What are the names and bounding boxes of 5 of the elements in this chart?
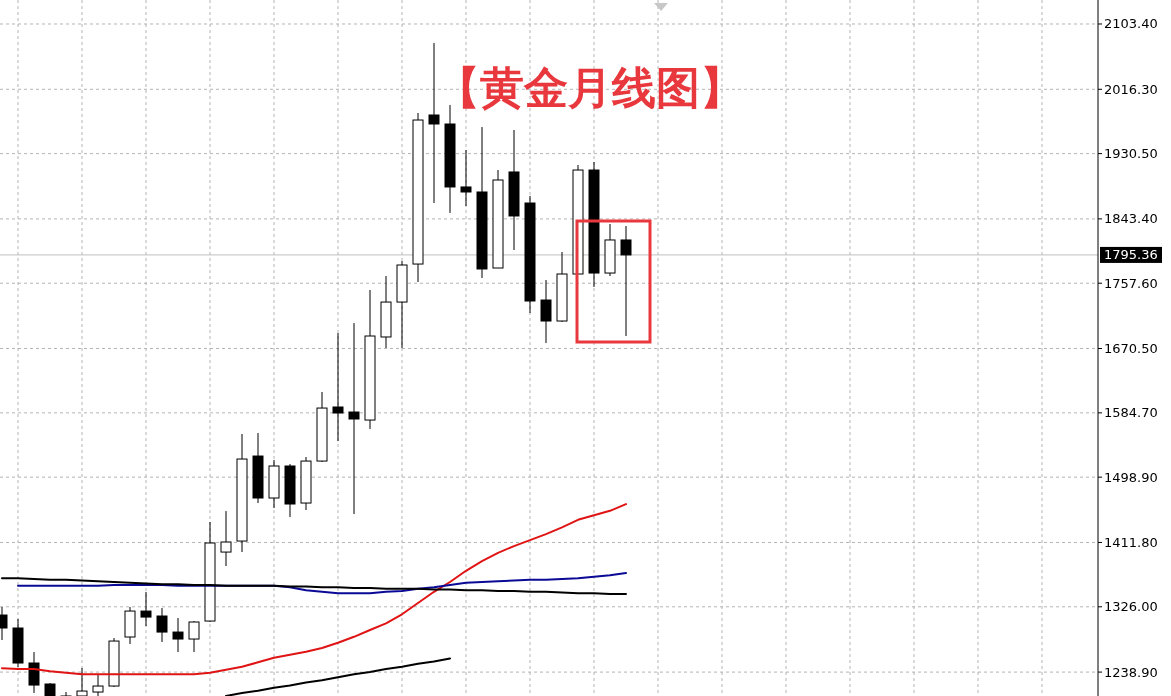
- title: 【黄金月线图】: [436, 62, 744, 113]
- line-series: [1, 577, 627, 595]
- ref-line-label: 1795.36: [1104, 247, 1158, 263]
- line-series: [225, 657, 451, 696]
- line-series: [17, 572, 627, 595]
